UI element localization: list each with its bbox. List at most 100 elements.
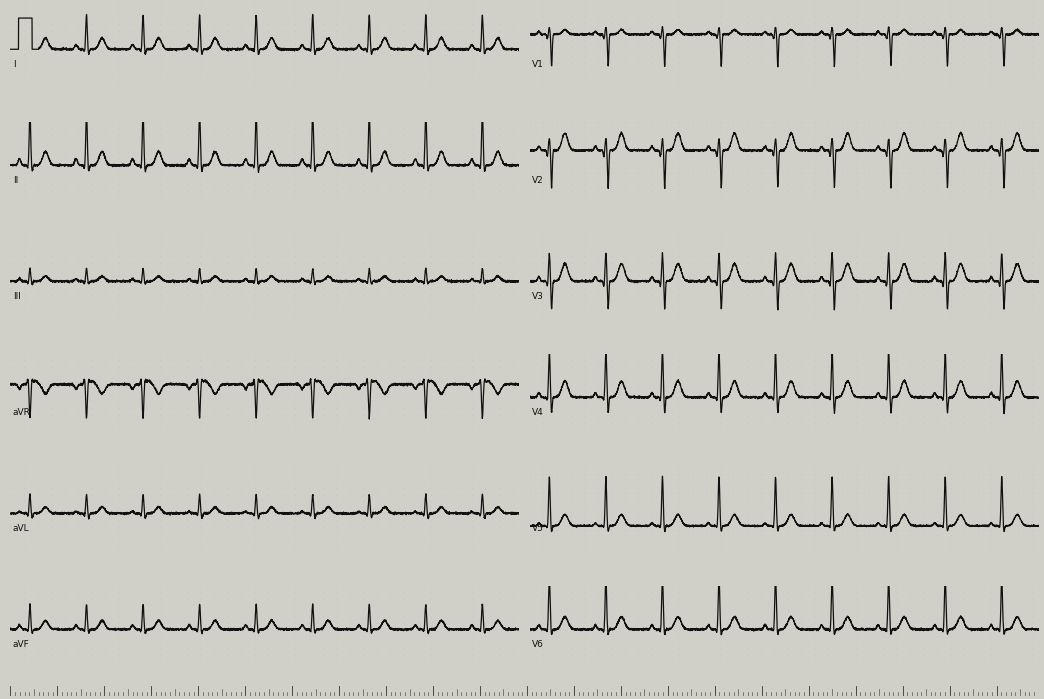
Point xyxy=(643,348,660,359)
Point xyxy=(602,361,619,372)
Point xyxy=(124,38,141,49)
Point xyxy=(450,31,467,43)
Point xyxy=(314,282,331,293)
Point xyxy=(697,655,714,666)
Point xyxy=(521,282,539,293)
Point xyxy=(848,52,864,63)
Point xyxy=(738,245,755,256)
Point xyxy=(328,129,345,140)
Point xyxy=(806,23,823,34)
Point xyxy=(752,385,768,396)
Point xyxy=(996,251,1013,262)
Point xyxy=(765,525,783,536)
Point xyxy=(589,530,606,541)
Point xyxy=(1023,52,1040,63)
Point xyxy=(409,416,426,427)
Point xyxy=(504,520,521,531)
Point xyxy=(711,57,728,69)
Point xyxy=(901,52,919,63)
Point xyxy=(833,354,850,366)
Point xyxy=(491,636,507,647)
Point xyxy=(915,642,931,654)
Point xyxy=(16,75,32,86)
Point xyxy=(246,355,263,366)
Point xyxy=(616,593,633,604)
Point xyxy=(274,416,290,427)
Point xyxy=(928,478,945,489)
Point xyxy=(697,139,714,150)
Point xyxy=(1010,173,1026,185)
Point xyxy=(779,348,796,359)
Point xyxy=(575,612,592,623)
Point xyxy=(575,525,592,536)
Point xyxy=(779,630,796,641)
Point xyxy=(848,41,864,52)
Point xyxy=(1037,534,1044,545)
Point xyxy=(84,593,100,604)
Point xyxy=(477,62,494,73)
Point xyxy=(179,172,195,183)
Point xyxy=(491,617,507,628)
Point xyxy=(16,282,32,293)
Point xyxy=(942,367,958,378)
Point xyxy=(423,275,440,287)
Point xyxy=(246,43,263,55)
Point xyxy=(602,624,619,635)
Point xyxy=(806,127,823,138)
Point xyxy=(29,605,46,617)
Point xyxy=(589,168,606,179)
Point xyxy=(616,23,633,34)
Point xyxy=(848,417,864,428)
Point xyxy=(562,520,578,531)
Point xyxy=(806,270,823,281)
Point xyxy=(956,157,973,168)
Point xyxy=(314,122,331,134)
Point xyxy=(562,301,578,312)
Point xyxy=(983,46,1000,57)
Point xyxy=(670,0,687,11)
Point xyxy=(70,605,87,617)
Point xyxy=(942,586,958,598)
Point xyxy=(504,185,521,196)
Point xyxy=(464,617,480,628)
Point xyxy=(942,483,958,494)
Point xyxy=(616,348,633,359)
Point xyxy=(752,139,768,150)
Point xyxy=(328,301,345,312)
Point xyxy=(969,612,986,623)
Point xyxy=(233,288,250,299)
Point xyxy=(219,191,236,202)
Point xyxy=(630,649,646,660)
Point xyxy=(396,361,412,373)
Point xyxy=(246,245,263,256)
Point xyxy=(43,251,60,262)
Point xyxy=(274,129,290,140)
Point xyxy=(833,580,850,591)
Point xyxy=(165,159,182,171)
Point xyxy=(491,178,507,189)
Point xyxy=(616,511,633,522)
Point xyxy=(969,145,986,156)
Point xyxy=(887,612,904,623)
Point xyxy=(1023,497,1040,508)
Point xyxy=(2,245,19,256)
Point xyxy=(165,264,182,275)
Point xyxy=(685,307,702,318)
Point xyxy=(70,294,87,305)
Point xyxy=(1037,539,1044,550)
Point xyxy=(409,403,426,414)
Point xyxy=(589,599,606,610)
Point xyxy=(138,147,155,159)
Point xyxy=(192,489,209,500)
Point xyxy=(602,191,619,202)
Point xyxy=(793,636,810,647)
Point xyxy=(287,50,304,61)
Point xyxy=(548,139,565,150)
Point xyxy=(179,624,195,635)
Point xyxy=(602,168,619,179)
Point xyxy=(752,173,768,185)
Point xyxy=(752,617,768,628)
Point xyxy=(355,154,372,165)
Point xyxy=(685,168,702,179)
Point xyxy=(725,348,741,359)
